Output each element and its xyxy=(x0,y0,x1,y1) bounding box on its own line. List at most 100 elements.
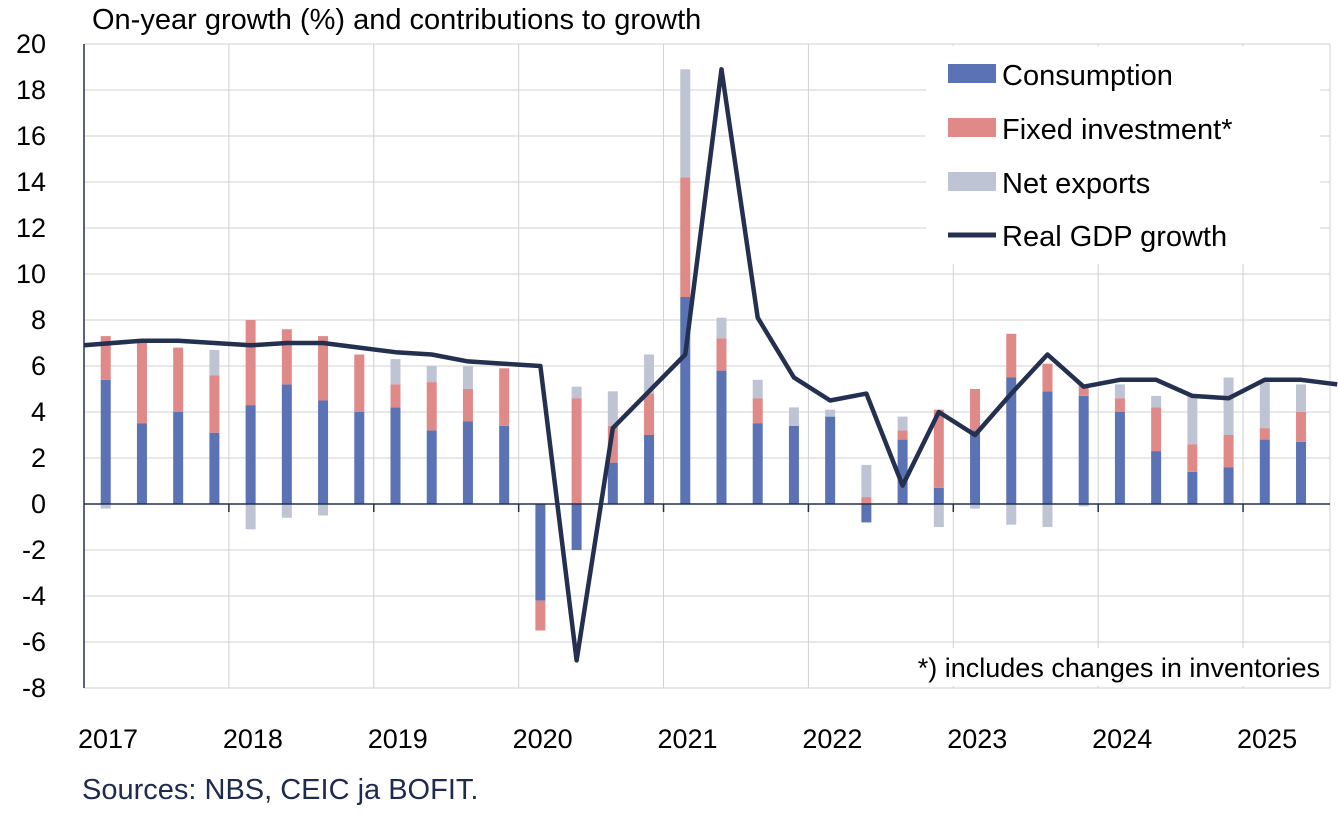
bar-fixed-investment xyxy=(462,389,473,422)
gdp-growth-line xyxy=(83,67,1338,663)
bar-net-exports xyxy=(897,416,908,431)
bar-fixed-investment xyxy=(1151,407,1162,452)
bar-consumption xyxy=(1259,439,1270,504)
bar-consumption xyxy=(318,400,329,504)
bar-layer xyxy=(100,69,1307,631)
bar-net-exports xyxy=(100,504,111,509)
bar-consumption xyxy=(173,412,184,504)
y-tick-label: 14 xyxy=(16,167,46,197)
bar-fixed-investment xyxy=(100,336,111,380)
bar-consumption xyxy=(571,504,582,550)
bar-consumption xyxy=(390,407,401,504)
bar-net-exports xyxy=(1042,504,1053,527)
bar-net-exports xyxy=(1259,382,1270,429)
bar-consumption xyxy=(1187,471,1198,504)
bar-fixed-investment xyxy=(390,384,401,408)
bar-net-exports xyxy=(716,317,727,339)
y-tick-label: 18 xyxy=(16,75,46,105)
x-tick-label: 2023 xyxy=(947,724,1007,754)
bar-consumption xyxy=(462,421,473,504)
legend-label-net-exports: Net exports xyxy=(1002,168,1150,200)
bar-net-exports xyxy=(1151,395,1162,408)
bar-fixed-investment xyxy=(426,382,437,431)
bar-consumption xyxy=(1151,451,1162,504)
legend: Consumption Fixed investment* Net export… xyxy=(926,46,1320,264)
bar-net-exports xyxy=(390,359,401,385)
bar-net-exports xyxy=(1114,384,1125,399)
footnote: *) includes changes in inventories xyxy=(918,653,1320,683)
bar-fixed-investment xyxy=(970,389,981,431)
y-tick-label: 8 xyxy=(31,305,46,335)
bar-fixed-investment xyxy=(535,600,546,631)
y-tick-label: -6 xyxy=(22,627,46,657)
bar-net-exports xyxy=(788,407,799,426)
bar-consumption xyxy=(281,384,292,504)
bar-fixed-investment xyxy=(499,368,510,426)
y-tick-label: -8 xyxy=(22,673,46,703)
bar-net-exports xyxy=(680,69,691,178)
bar-net-exports xyxy=(1296,384,1307,412)
x-tick-label: 2024 xyxy=(1092,724,1152,754)
bar-consumption xyxy=(1042,391,1053,504)
footnote-background xyxy=(836,648,1326,686)
bar-fixed-investment xyxy=(173,347,184,412)
bar-consumption xyxy=(752,423,763,504)
chart-title: On-year growth (%) and contributions to … xyxy=(92,4,702,36)
y-tick-label: 12 xyxy=(16,213,46,243)
bar-fixed-investment xyxy=(209,375,220,433)
bar-consumption xyxy=(644,435,655,504)
bar-consumption xyxy=(100,379,111,504)
y-tick-label: 10 xyxy=(16,259,46,289)
x-tick-label: 2022 xyxy=(802,724,862,754)
bar-consumption xyxy=(1006,377,1017,504)
bar-fixed-investment xyxy=(861,497,872,504)
source-note: Sources: NBS, CEIC ja BOFIT. xyxy=(82,774,479,806)
bar-fixed-investment xyxy=(245,320,256,406)
x-tick-label: 2018 xyxy=(223,724,283,754)
bar-consumption xyxy=(245,405,256,504)
bar-consumption xyxy=(1223,467,1234,504)
bar-consumption xyxy=(426,430,437,504)
bar-fixed-investment xyxy=(571,398,582,504)
legend-label-investment: Fixed investment* xyxy=(1002,114,1233,146)
bar-net-exports xyxy=(825,409,836,417)
bar-fixed-investment xyxy=(1042,363,1053,392)
bar-consumption xyxy=(1114,412,1125,504)
gdp-line-layer xyxy=(83,67,1338,663)
bar-consumption xyxy=(970,430,981,504)
x-tick-label: 2019 xyxy=(368,724,428,754)
bar-consumption xyxy=(680,297,691,504)
bar-consumption xyxy=(788,425,799,504)
y-tick-label: 6 xyxy=(31,351,46,381)
y-tick-label: 20 xyxy=(16,29,46,59)
x-tick-label: 2021 xyxy=(657,724,717,754)
bar-consumption xyxy=(825,416,836,504)
bar-net-exports xyxy=(607,391,618,426)
bar-net-exports xyxy=(209,349,220,376)
bar-fixed-investment xyxy=(897,430,908,440)
bar-fixed-investment xyxy=(680,177,691,297)
y-tick-label: 0 xyxy=(31,489,46,519)
bar-consumption xyxy=(209,432,220,504)
bar-consumption xyxy=(607,462,618,504)
bar-fixed-investment xyxy=(354,354,365,412)
bar-fixed-investment xyxy=(136,343,147,424)
bar-fixed-investment xyxy=(1078,384,1089,396)
legend-swatch-net-exports xyxy=(948,172,996,191)
y-tick-label: 16 xyxy=(16,121,46,151)
axes: -8 -6 -4 -2 0 2 4 6 8 10 12 14 16 18 20 2017 2018 2019 202… xyxy=(16,29,1330,754)
bar-consumption xyxy=(933,487,944,504)
legend-swatch-investment xyxy=(948,118,996,137)
x-tick-label: 2020 xyxy=(513,724,573,754)
legend-label-consumption: Consumption xyxy=(1002,60,1173,92)
bar-net-exports xyxy=(1078,504,1089,507)
y-tick-label: 4 xyxy=(31,397,46,427)
bar-fixed-investment xyxy=(1259,428,1270,440)
bar-consumption xyxy=(897,439,908,504)
bar-fixed-investment xyxy=(1187,444,1198,472)
bar-consumption xyxy=(1078,395,1089,504)
bar-net-exports xyxy=(426,366,437,383)
bar-fixed-investment xyxy=(716,338,727,371)
legend-swatch-consumption xyxy=(948,64,996,83)
